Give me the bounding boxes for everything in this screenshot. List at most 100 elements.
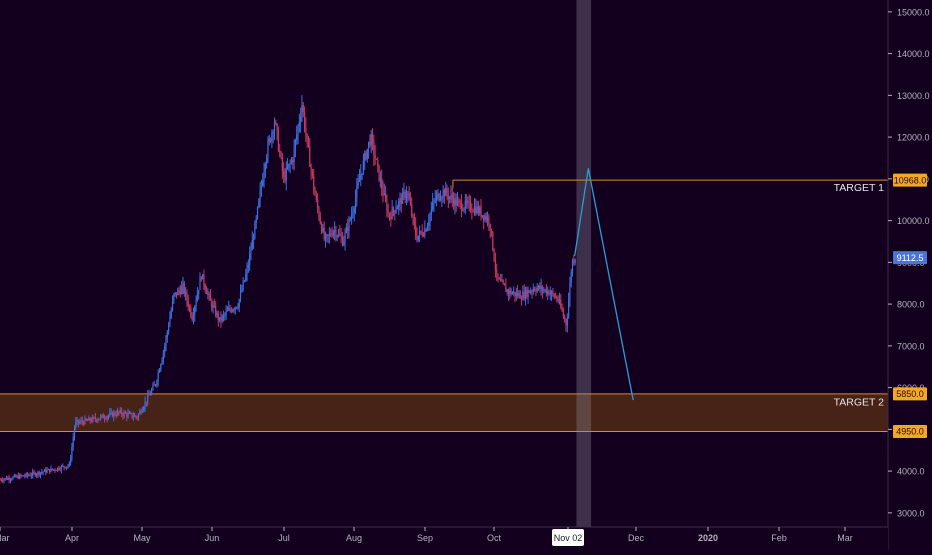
candle-body <box>501 280 503 282</box>
candle-body <box>283 170 285 176</box>
candle <box>185 286 187 301</box>
candle-body <box>281 157 283 171</box>
candle-body <box>162 351 164 360</box>
candle-body <box>136 416 138 418</box>
candle-body <box>250 250 252 254</box>
candle-body <box>225 311 227 315</box>
candle <box>463 207 465 213</box>
candle-body <box>326 234 328 236</box>
candle-body <box>396 207 398 210</box>
candle <box>75 416 77 431</box>
candle <box>340 228 342 243</box>
candle <box>199 272 201 291</box>
candle-body <box>509 290 511 294</box>
candle-body <box>522 291 524 300</box>
candle <box>3 478 5 484</box>
candle <box>511 290 513 295</box>
candle <box>309 138 311 168</box>
candle-body <box>532 289 534 292</box>
candle <box>343 235 345 247</box>
candle-body <box>489 224 491 231</box>
candle <box>34 471 36 477</box>
candle-body <box>79 421 81 423</box>
candle <box>505 278 507 292</box>
candle <box>97 417 99 424</box>
candle-body <box>302 104 304 113</box>
candle <box>494 252 497 278</box>
candle <box>485 212 487 224</box>
candle <box>480 198 482 221</box>
time-axis[interactable]: Mar Apr May Jun Jul Aug Sep Oct Nov 02 Dec 2020 Feb… <box>0 526 888 550</box>
candle <box>258 198 260 209</box>
candle <box>513 286 515 297</box>
candle <box>530 287 532 295</box>
candle-body <box>60 466 63 470</box>
candle <box>354 189 357 215</box>
candle-body <box>443 190 446 197</box>
candle-body <box>319 217 321 224</box>
candle <box>41 468 43 475</box>
candle <box>518 290 520 299</box>
candle <box>558 292 561 305</box>
candle <box>443 188 446 204</box>
candle <box>442 185 444 203</box>
candle <box>2 477 4 483</box>
candle <box>102 412 104 419</box>
candle <box>113 409 115 422</box>
candle <box>149 390 151 396</box>
candle <box>424 220 426 239</box>
candle <box>557 295 559 304</box>
candle <box>221 314 223 324</box>
candle <box>212 300 214 314</box>
candle-body <box>62 465 64 467</box>
candle <box>532 283 534 295</box>
candle <box>92 414 94 424</box>
candle <box>515 287 517 302</box>
candle <box>11 477 13 482</box>
candle-body <box>157 372 159 381</box>
target-2-lower-price-tag: 4950.0 <box>893 424 927 438</box>
candle <box>238 298 240 313</box>
candle <box>381 169 383 197</box>
candle-body <box>341 237 344 246</box>
candle-body <box>165 337 167 347</box>
candle-body <box>386 200 388 213</box>
candle-body <box>26 473 29 476</box>
candle <box>303 106 306 133</box>
candle-body <box>446 188 448 195</box>
candle <box>426 222 429 232</box>
candle <box>293 139 295 171</box>
candle <box>173 293 175 305</box>
time-tick-label: Jun <box>205 533 220 543</box>
candle <box>63 465 65 471</box>
candle <box>369 134 371 148</box>
candle-body <box>55 470 57 472</box>
candle <box>154 383 157 387</box>
candle-body <box>405 194 408 199</box>
candle-body <box>345 227 347 233</box>
candle <box>428 213 430 231</box>
candle <box>166 330 168 343</box>
candle-body <box>370 134 372 146</box>
candle <box>21 474 23 477</box>
candle-body <box>51 468 53 470</box>
candle <box>481 215 483 219</box>
candle <box>364 150 366 170</box>
candle <box>275 119 277 126</box>
candle-body <box>98 418 100 420</box>
candle-body <box>105 418 107 420</box>
candle <box>527 286 529 304</box>
candle-body <box>435 195 438 200</box>
candle <box>42 471 44 476</box>
candle-body <box>43 469 46 472</box>
candle <box>64 466 66 469</box>
candle <box>144 396 146 412</box>
candle <box>361 173 363 181</box>
candle-body <box>81 420 83 423</box>
candle <box>28 473 30 477</box>
candle <box>365 150 367 161</box>
candle <box>198 289 200 300</box>
candle <box>0 477 2 483</box>
